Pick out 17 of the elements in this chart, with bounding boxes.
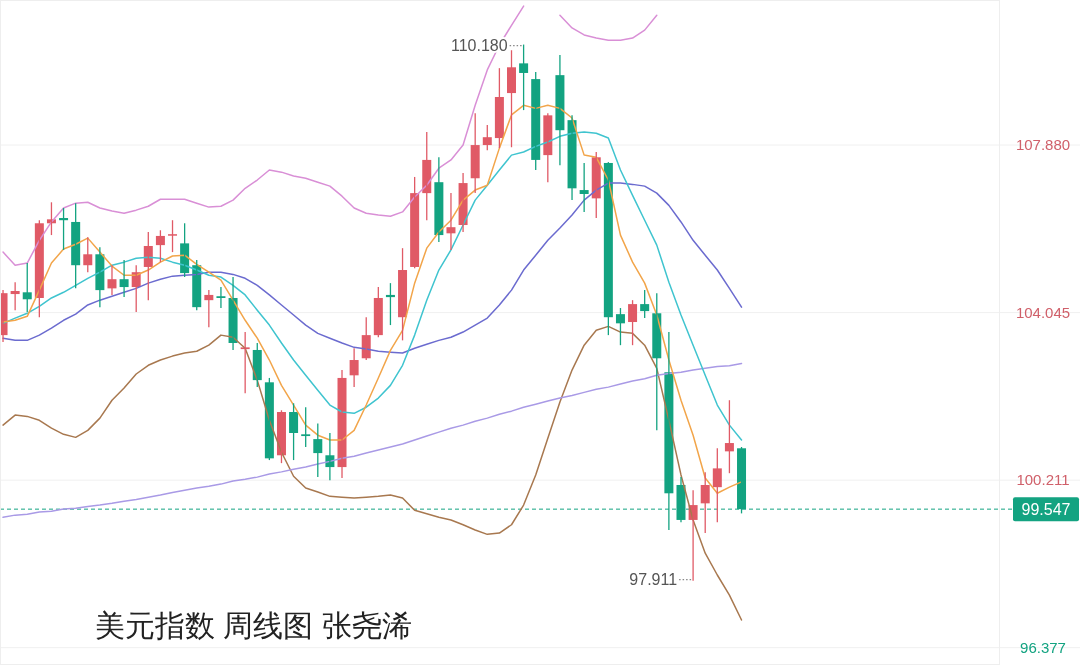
candlestick <box>301 406 311 448</box>
y-tick-label: 107.880 <box>1015 136 1071 154</box>
annotation: 97.911 <box>629 570 678 588</box>
y-tick-label: 104.045 <box>1015 303 1071 321</box>
candlestick <box>519 43 529 111</box>
candlestick <box>712 447 722 523</box>
line-series <box>2 104 743 495</box>
y-tick-label: 96.377 <box>1020 638 1066 656</box>
ref-line-label: 99.547 <box>1021 501 1071 519</box>
candlestick <box>168 219 178 253</box>
candlestick <box>482 124 492 151</box>
line-series <box>2 362 743 519</box>
text: 美元指数 周线图 张尧浠 <box>95 609 412 642</box>
y-tick-label: 100.211 <box>1016 471 1070 489</box>
candlestick <box>83 236 93 273</box>
candlestick <box>507 49 516 148</box>
line-series <box>2 131 743 441</box>
